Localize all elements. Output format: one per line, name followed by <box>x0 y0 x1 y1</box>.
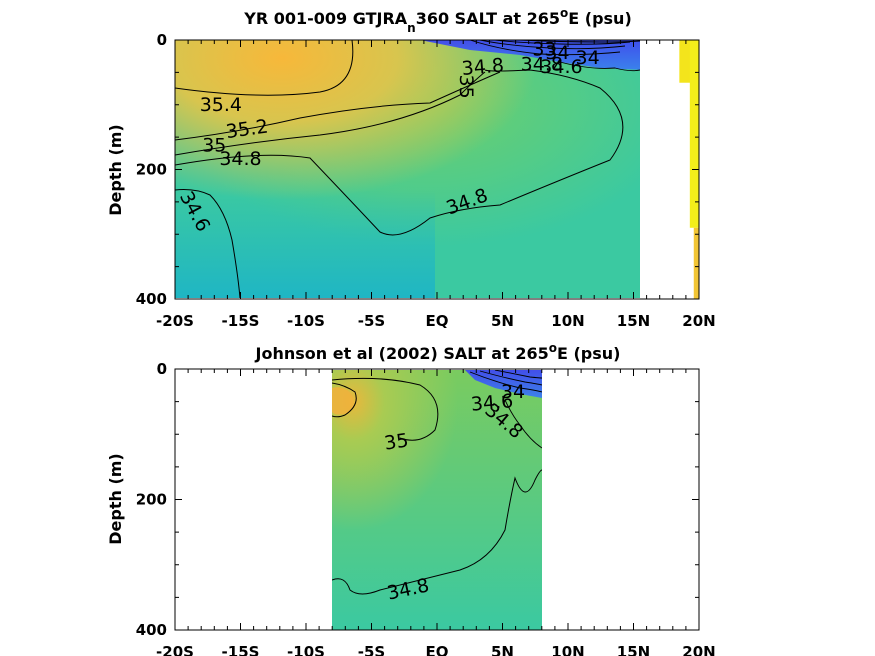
x-tick-label: -15S <box>222 312 260 330</box>
x-tick-label: 10N <box>551 643 584 656</box>
contour-label: 35 <box>383 430 410 455</box>
bottom-y-axis-label: Depth (m) <box>106 453 125 545</box>
top-salinity-field <box>175 40 640 298</box>
x-tick-label: EQ <box>426 312 449 330</box>
bottom-salinity-field <box>332 370 542 630</box>
contour-label: 35 <box>202 135 226 157</box>
contour-label: 34 <box>545 42 569 64</box>
side-bar <box>693 227 699 299</box>
y-tick-label: 200 <box>136 491 167 509</box>
top-contour-labels: 35.435.23534.834.63534.834.8333434.834.6… <box>175 39 600 236</box>
y-tick-label: 0 <box>157 360 167 378</box>
contour-label: 34.8 <box>219 148 261 170</box>
bottom-x-axis: -20S -15S -10S -5S EQ 5N 10N 15N 20N <box>156 369 716 656</box>
bottom-chart-title: Johnson et al (2002) SALT at 265oE (psu) <box>255 341 621 363</box>
contour-label: 34 <box>576 47 600 69</box>
x-tick-label: 15N <box>617 643 650 656</box>
top-chart-title: YR 001-009 GTJRAn360 SALT at 265oE (psu) <box>243 6 632 35</box>
contour-label: 34.8 <box>461 54 505 80</box>
x-tick-label: -10S <box>287 643 325 656</box>
x-tick-label: -20S <box>156 643 194 656</box>
x-tick-label: -5S <box>358 312 385 330</box>
x-tick-label: -10S <box>287 312 325 330</box>
x-tick-label: -15S <box>222 643 260 656</box>
y-tick-label: 400 <box>136 290 167 308</box>
bottom-panel: Johnson et al (2002) SALT at 265oE (psu)… <box>106 341 716 656</box>
contour-label: 35.4 <box>200 94 242 116</box>
contour-label: 34.6 <box>540 56 582 78</box>
y-tick-label: 200 <box>136 161 167 179</box>
x-tick-label: 20N <box>682 312 715 330</box>
top-side-bars <box>679 40 699 299</box>
contour-label: 33 <box>532 39 556 61</box>
y-tick-label: 0 <box>157 31 167 49</box>
contour-label: 34.6 <box>470 390 514 416</box>
x-tick-label: 15N <box>617 312 650 330</box>
x-tick-label: 5N <box>491 643 514 656</box>
x-tick-label: 5N <box>491 312 514 330</box>
contour-label: 35 <box>455 75 477 99</box>
top-x-axis: -20S -15S -10S -5S EQ 5N 10N 15N 20N <box>156 40 716 330</box>
top-y-axis-label: Depth (m) <box>106 124 125 216</box>
x-tick-label: -20S <box>156 312 194 330</box>
contour-label: 34.8 <box>521 54 563 76</box>
contour-label: 34 <box>501 381 525 403</box>
y-tick-label: 400 <box>136 621 167 639</box>
x-tick-label: EQ <box>426 643 449 656</box>
top-panel: YR 001-009 GTJRAn360 SALT at 265oE (psu)… <box>106 6 716 330</box>
bottom-y-axis: 0 200 400 <box>136 360 699 639</box>
top-y-axis: 0 200 400 <box>136 31 699 308</box>
x-tick-label: -5S <box>358 643 385 656</box>
x-tick-label: 10N <box>551 312 584 330</box>
x-tick-label: 20N <box>682 643 715 656</box>
side-bar <box>689 40 699 228</box>
